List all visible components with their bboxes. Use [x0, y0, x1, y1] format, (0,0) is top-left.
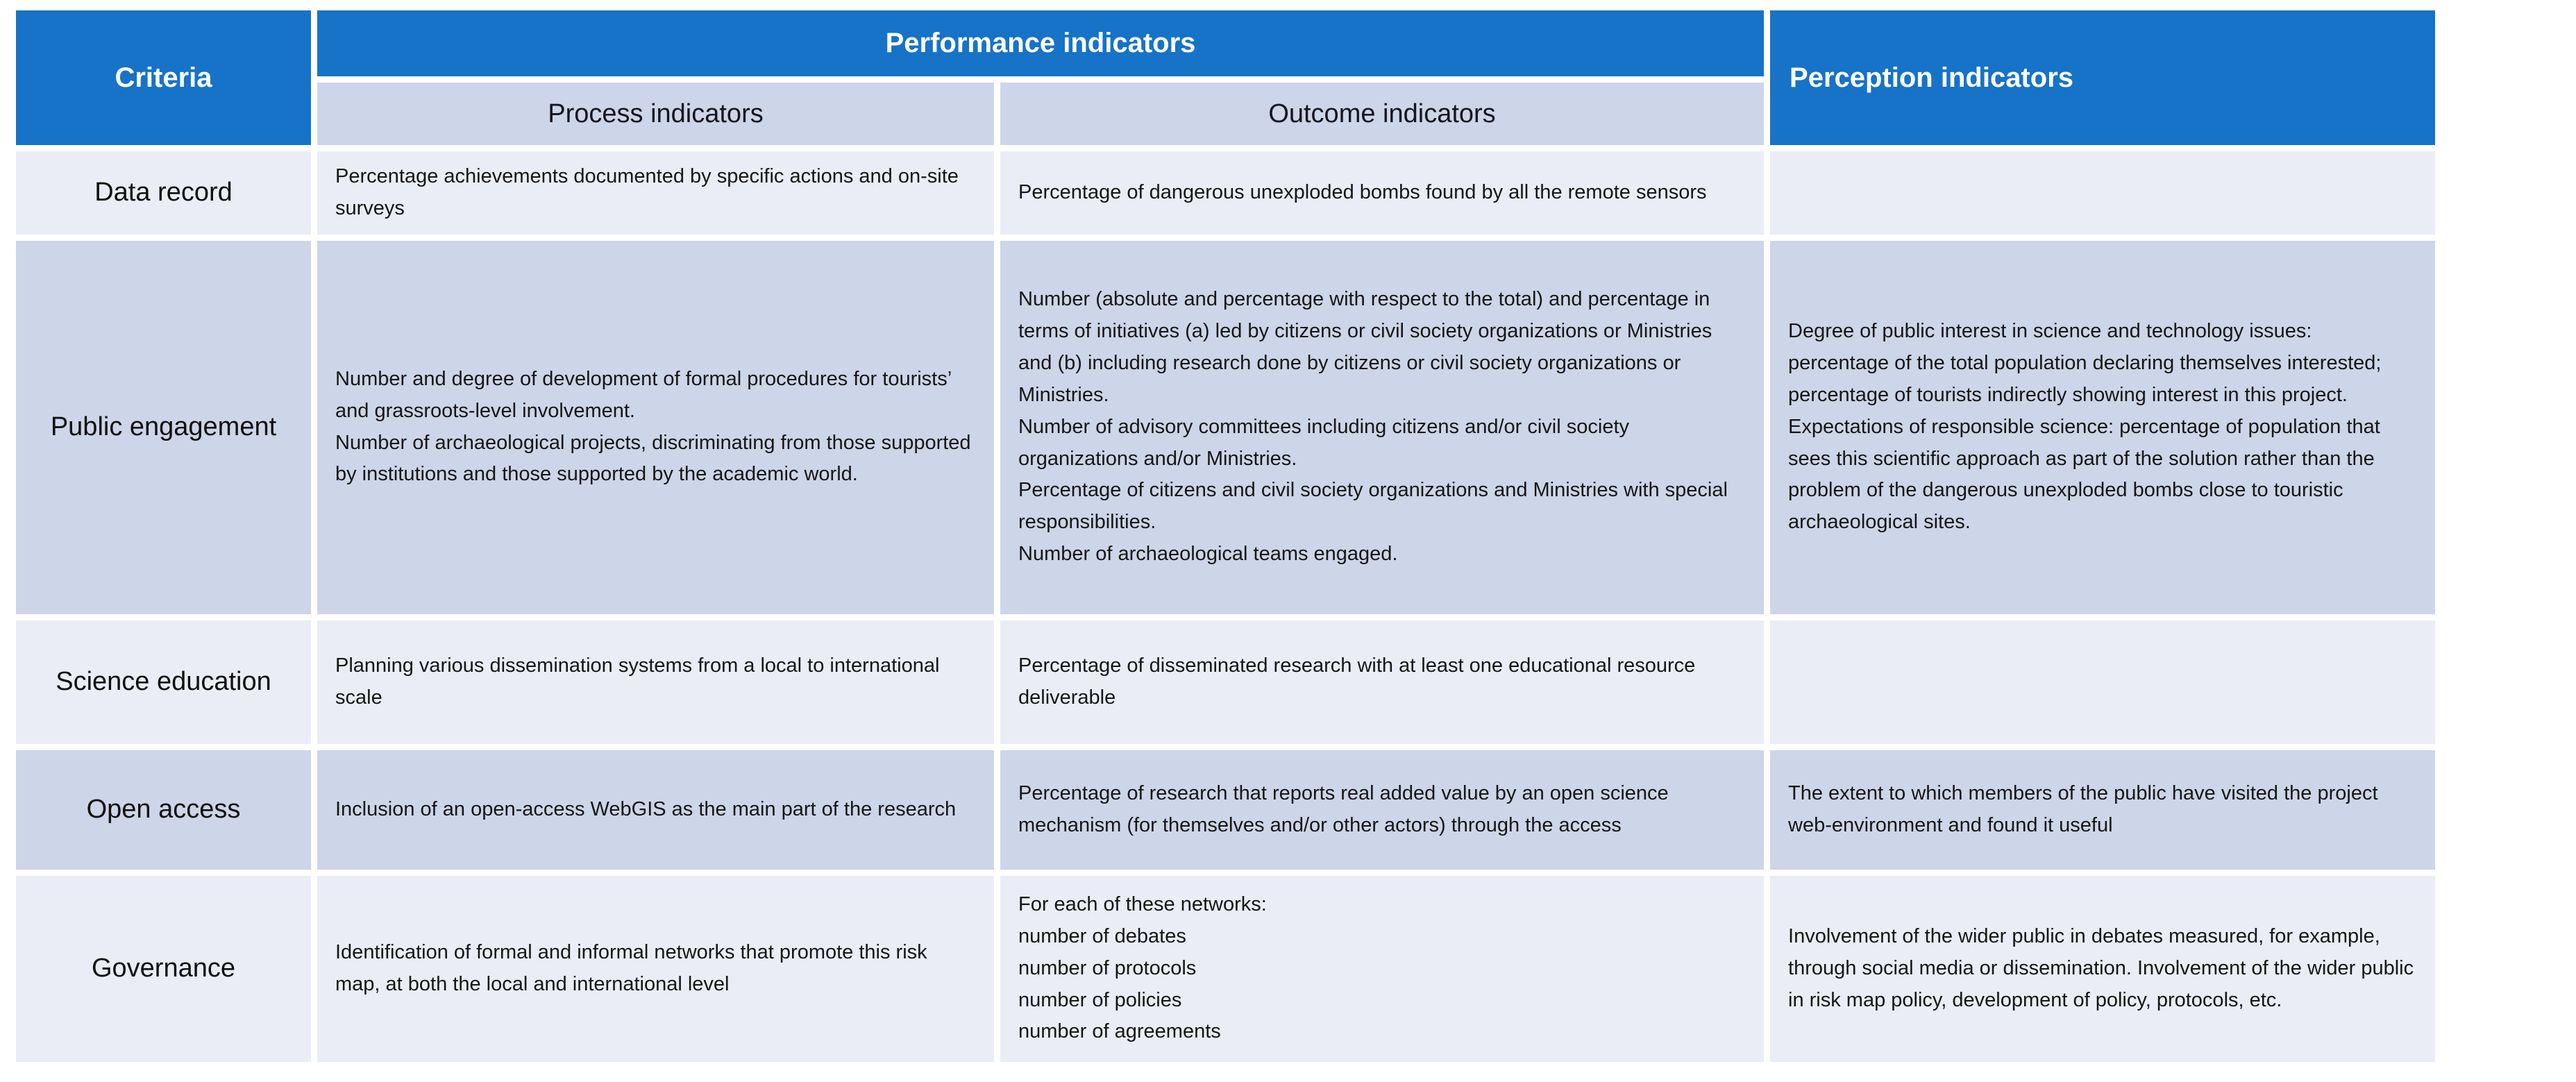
header-criteria: Criteria [16, 10, 311, 145]
outcome-cell: Percentage of research that reports real… [1000, 750, 1765, 870]
perception-cell: The extent to which members of the publi… [1770, 750, 2436, 870]
process-cell: Number and degree of development of form… [317, 240, 994, 614]
outcome-cell: Percentage of dangerous unexploded bombs… [1000, 151, 1765, 235]
table-row-data-record: Data record Percentage achievements docu… [16, 151, 2436, 235]
outcome-cell: Percentage of disseminated research with… [1000, 620, 1765, 744]
table-row-science-education: Science education Planning various disse… [16, 620, 2436, 744]
header-row-2: Process indicators Outcome indicators [16, 83, 2435, 145]
criteria-label: Public engagement [16, 240, 311, 614]
header-perception-indicators: Perception indicators [1770, 10, 2436, 145]
outcome-cell: For each of these networks: number of de… [1000, 875, 1765, 1062]
table-row-governance: Governance Identification of formal and … [16, 875, 2436, 1062]
table-row-open-access: Open access Inclusion of an open-access … [16, 750, 2436, 870]
criteria-label: Open access [16, 750, 311, 870]
indicators-table: Criteria Performance indicators Percepti… [10, 4, 2441, 1068]
criteria-label: Science education [16, 620, 311, 744]
subheader-outcome-indicators: Outcome indicators [1000, 83, 1765, 145]
header-row-1: Criteria Performance indicators Percepti… [16, 10, 2436, 145]
process-cell: Planning various dissemination systems f… [317, 620, 994, 744]
table-row-public-engagement: Public engagement Number and degree of d… [16, 240, 2436, 614]
perception-cell: Degree of public interest in science and… [1770, 240, 2436, 614]
outcome-cell: Number (absolute and percentage with res… [1000, 240, 1765, 614]
subheader-process-indicators: Process indicators [317, 83, 994, 145]
process-cell: Percentage achievements documented by sp… [317, 151, 994, 235]
process-cell: Inclusion of an open-access WebGIS as th… [317, 750, 994, 870]
process-cell: Identification of formal and informal ne… [317, 875, 994, 1062]
criteria-label: Data record [16, 151, 311, 235]
perception-cell [1770, 151, 2436, 235]
perception-cell [1770, 620, 2436, 744]
perception-cell: Involvement of the wider public in debat… [1770, 875, 2436, 1062]
header-performance-indicators: Performance indicators [317, 10, 1765, 76]
criteria-label: Governance [16, 875, 311, 1062]
